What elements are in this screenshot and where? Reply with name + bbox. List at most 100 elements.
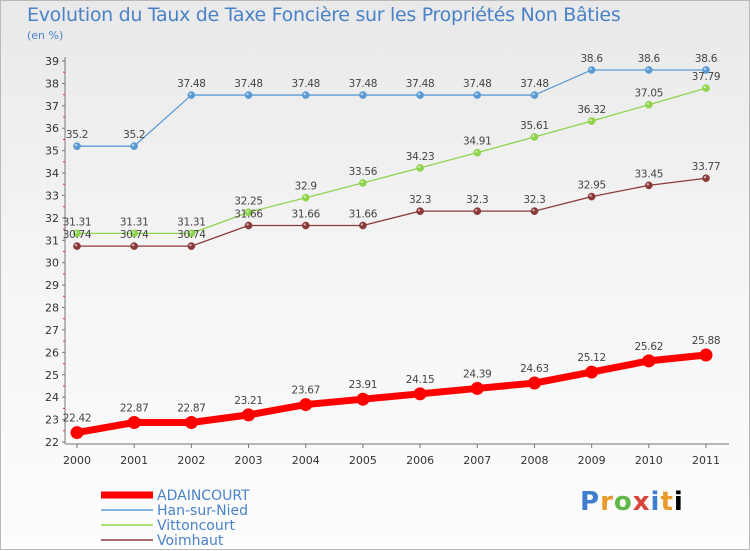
data-point-highlight <box>417 208 421 212</box>
y-tick-label: 26 <box>45 346 59 359</box>
data-point <box>585 365 599 379</box>
data-point <box>73 142 81 151</box>
data-point <box>587 117 596 125</box>
y-tick-label: 37 <box>45 100 59 113</box>
data-label: 35.2 <box>66 129 88 141</box>
data-label: 25.62 <box>635 341 664 353</box>
data-point <box>244 221 253 230</box>
data-point-highlight <box>131 243 135 247</box>
series-line-adaincourt <box>73 351 710 437</box>
data-point-highlight <box>417 165 421 169</box>
chart-unit-label: (en %) <box>27 29 64 42</box>
data-point <box>299 398 313 412</box>
data-point <box>356 392 370 406</box>
data-point-highlight <box>703 176 707 179</box>
data-point-highlight <box>532 92 535 96</box>
y-tick-label: 31 <box>45 234 59 247</box>
legend: ADAINCOURTHan-sur-NiedVittoncourtVoimhau… <box>101 488 250 549</box>
data-label: 37.48 <box>177 78 206 90</box>
x-tick-label: 2000 <box>63 454 91 467</box>
x-tick-label: 2009 <box>578 454 606 467</box>
data-label: 32.3 <box>409 194 431 206</box>
data-label: 31.66 <box>349 209 378 221</box>
y-tick-label: 29 <box>45 279 59 292</box>
data-label: 31.66 <box>234 209 263 221</box>
y-tick-label: 23 <box>45 414 59 427</box>
data-point <box>644 66 653 74</box>
data-point-highlight <box>131 231 135 234</box>
x-tick-label: 2003 <box>235 454 263 467</box>
data-point-highlight <box>417 92 421 96</box>
data-point <box>73 242 81 250</box>
data-label: 33.77 <box>692 161 721 173</box>
data-point <box>127 416 141 430</box>
data-label: 33.56 <box>349 166 378 178</box>
y-tick-label: 33 <box>45 189 59 202</box>
y-tick-label: 25 <box>45 369 59 382</box>
data-point-highlight <box>303 195 306 198</box>
x-tick-label: 2002 <box>177 454 205 467</box>
data-point <box>473 148 482 157</box>
data-point-highlight <box>646 183 650 186</box>
x-tick-label: 2008 <box>520 454 548 467</box>
data-point-highlight <box>646 102 650 105</box>
data-point <box>527 376 541 390</box>
x-tick-label: 2007 <box>463 454 491 467</box>
data-label: 36.32 <box>577 104 606 116</box>
chart-title: Evolution du Taux de Taxe Foncière sur l… <box>27 4 621 26</box>
data-label: 22.42 <box>63 413 92 425</box>
y-tick-label: 35 <box>45 145 59 158</box>
data-point <box>416 91 424 99</box>
data-point <box>530 207 539 216</box>
data-label: 34.91 <box>463 136 492 148</box>
data-point-highlight <box>189 231 192 234</box>
x-tick-label: 2006 <box>406 454 434 467</box>
data-label: 38.6 <box>638 53 661 65</box>
data-point-highlight <box>475 150 478 153</box>
data-point <box>473 91 482 99</box>
legend-label: Voimhaut <box>157 533 224 549</box>
data-point <box>130 242 139 250</box>
data-point <box>187 242 196 250</box>
y-tick-label: 38 <box>45 77 59 90</box>
data-point <box>359 91 367 99</box>
series-layer <box>70 66 713 440</box>
data-point-highlight <box>646 67 650 71</box>
data-point <box>530 133 539 141</box>
data-point-highlight <box>74 231 78 234</box>
data-label: 30.74 <box>120 229 149 241</box>
data-label: 37.48 <box>406 78 435 90</box>
data-label: 24.63 <box>520 363 549 375</box>
data-point-highlight <box>246 210 249 213</box>
axes: 22 23 24 25 26 27 28 29 30 31 32 33 34 35 36 37 38 39 2000… <box>45 55 729 467</box>
data-point <box>470 381 484 395</box>
data-label: 25.12 <box>577 352 606 364</box>
data-point <box>644 100 653 109</box>
data-label: 32.3 <box>466 194 488 206</box>
data-label: 37.48 <box>291 78 320 90</box>
data-label: 35.2 <box>123 129 145 141</box>
data-label: 33.45 <box>635 168 664 180</box>
y-tick-label: 36 <box>45 122 59 135</box>
data-label: 22.87 <box>177 403 206 415</box>
data-label: 23.67 <box>291 385 320 397</box>
data-point-highlight <box>589 194 592 197</box>
data-label: 37.48 <box>349 78 378 90</box>
y-tick-label: 39 <box>45 55 59 68</box>
data-point <box>587 66 596 74</box>
data-label: 37.48 <box>520 78 549 90</box>
data-label: 24.15 <box>406 374 435 386</box>
data-label: 31.66 <box>291 209 320 221</box>
data-point-highlight <box>360 223 364 226</box>
data-label: 23.21 <box>234 395 263 407</box>
data-point <box>416 164 424 172</box>
data-point <box>70 426 84 440</box>
data-label: 32.95 <box>577 180 606 192</box>
data-point-highlight <box>360 180 364 184</box>
data-point-highlight <box>131 143 135 147</box>
series-line-vittoncourt <box>76 87 707 234</box>
data-point-highlight <box>246 92 249 96</box>
y-tick-label: 22 <box>45 436 59 449</box>
